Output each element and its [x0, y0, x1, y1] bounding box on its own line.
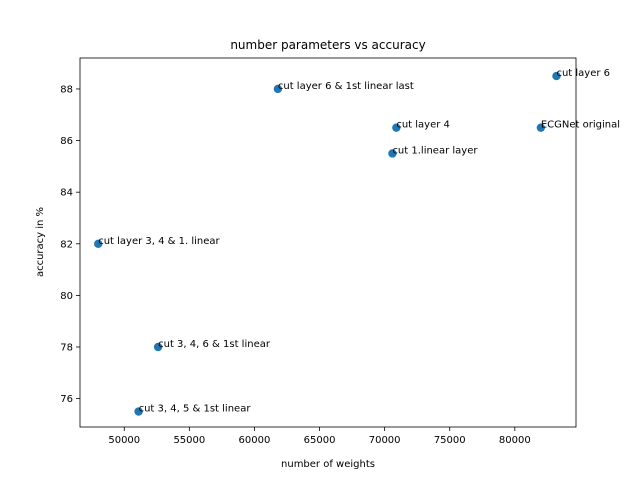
data-point	[273, 84, 283, 94]
point-label: cut 1.linear layer	[392, 145, 478, 156]
y-tick-label: 78	[60, 343, 73, 354]
y-tick-label: 82	[60, 239, 73, 250]
y-tick-label: 88	[60, 84, 73, 95]
data-point	[94, 239, 103, 248]
data-labels: cut layer 6 cut layer 6 & 1st linear last…	[98, 68, 620, 414]
y-axis-ticks: 76 78 80 82 84 86 88	[60, 84, 80, 405]
point-label: cut 3, 4, 6 & 1st linear	[158, 339, 271, 350]
x-axis-ticks: 50000 55000 60000 65000 70000 75000 80000	[108, 427, 531, 446]
y-tick-label: 80	[60, 291, 73, 302]
data-point	[552, 71, 561, 81]
point-label: cut layer 6	[556, 68, 610, 79]
point-label: cut layer 4	[396, 120, 450, 131]
y-tick-label: 84	[60, 188, 73, 199]
x-tick-label: 75000	[434, 435, 466, 446]
x-axis-title: number of weights	[281, 459, 375, 470]
x-tick-label: 70000	[369, 435, 401, 446]
x-tick-label: 65000	[304, 435, 336, 446]
point-label: cut layer 3, 4 & 1. linear	[98, 236, 220, 247]
point-label: cut layer 6 & 1st linear last	[278, 81, 414, 92]
plot-frame	[79, 57, 577, 428]
y-tick-label: 86	[60, 136, 73, 147]
data-point	[388, 149, 397, 158]
x-tick-label: 50000	[108, 435, 140, 446]
y-axis-title: accuracy in %	[35, 207, 46, 277]
data-point	[134, 407, 143, 416]
point-label: cut 3, 4, 5 & 1st linear	[139, 404, 252, 415]
data-point	[153, 342, 163, 352]
point-label: ECGNet original	[541, 120, 620, 131]
data-points	[94, 71, 561, 416]
data-point	[536, 123, 546, 132]
x-tick-label: 55000	[173, 435, 205, 446]
chart-title: number parameters vs accuracy	[230, 38, 425, 52]
x-tick-label: 80000	[499, 435, 531, 446]
x-tick-label: 60000	[239, 435, 271, 446]
y-tick-label: 76	[60, 394, 73, 405]
data-point	[392, 123, 401, 132]
